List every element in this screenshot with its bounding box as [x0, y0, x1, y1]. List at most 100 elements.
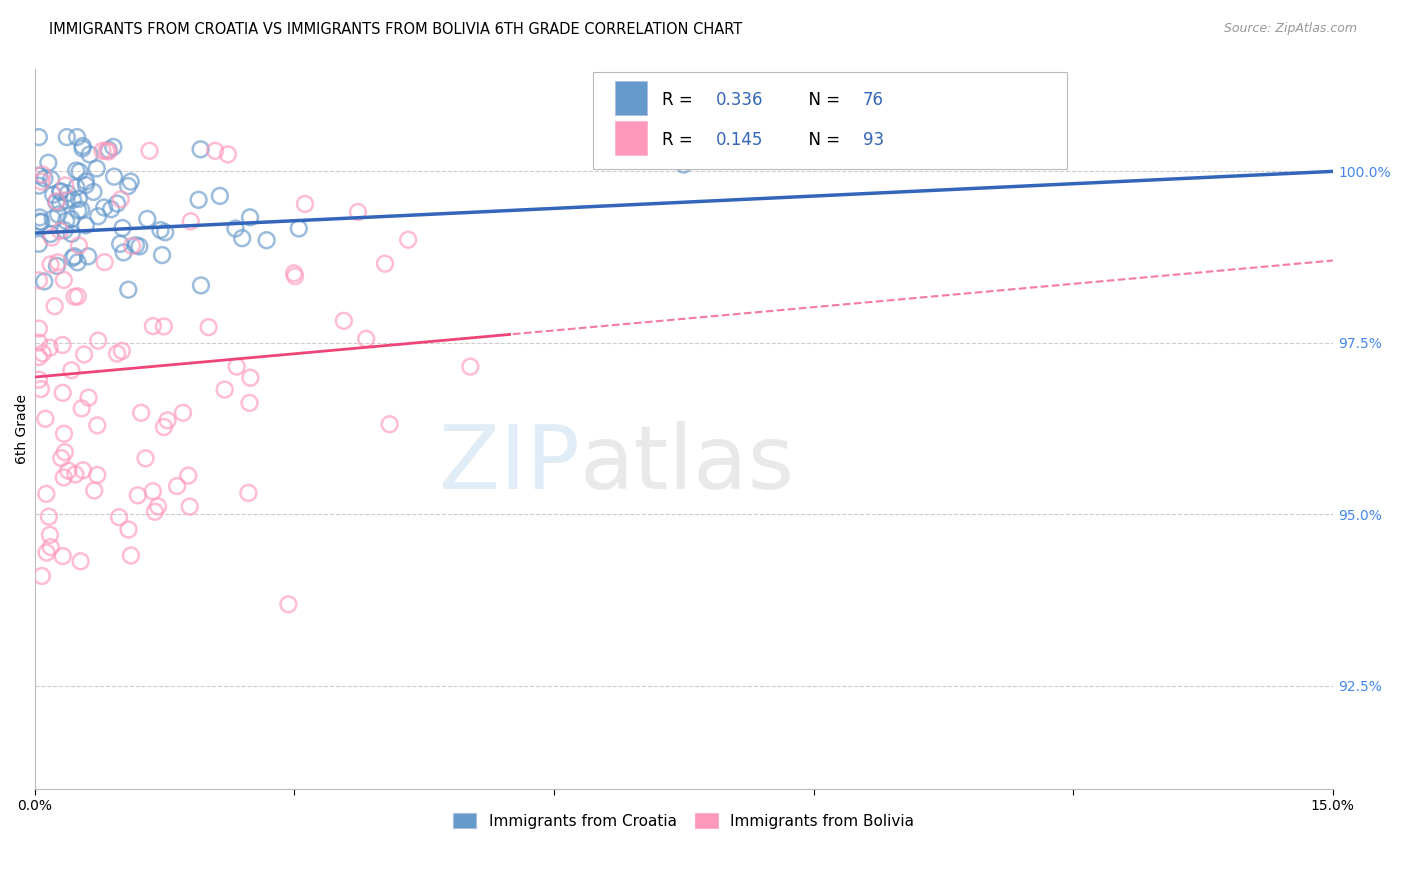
- Point: [208, 189, 231, 203]
- Point: [69, 164, 91, 178]
- Point: [333, 314, 356, 328]
- Point: [108, 236, 131, 251]
- Point: [121, 239, 143, 253]
- Point: [28, 373, 51, 387]
- Legend: Immigrants from Croatia, Immigrants from Bolivia: Immigrants from Croatia, Immigrants from…: [447, 806, 920, 835]
- Point: [31, 168, 53, 182]
- Point: [117, 283, 139, 297]
- Point: [117, 523, 139, 537]
- Point: [65, 180, 87, 194]
- Point: [129, 406, 152, 420]
- Point: [39, 172, 62, 186]
- Text: R =: R =: [662, 131, 697, 149]
- Point: [120, 549, 142, 563]
- Point: [110, 192, 132, 206]
- Point: [39, 528, 62, 542]
- Point: [97, 143, 120, 157]
- Point: [146, 500, 169, 514]
- Point: [177, 468, 200, 483]
- Point: [283, 266, 305, 280]
- Text: IMMIGRANTS FROM CROATIA VS IMMIGRANTS FROM BOLIVIA 6TH GRADE CORRELATION CHART: IMMIGRANTS FROM CROATIA VS IMMIGRANTS FR…: [49, 22, 742, 37]
- Point: [49, 184, 72, 198]
- Point: [28, 130, 51, 145]
- Text: N =: N =: [799, 91, 845, 109]
- Point: [190, 142, 212, 156]
- Point: [35, 487, 58, 501]
- Point: [53, 178, 76, 193]
- Point: [52, 273, 75, 287]
- Point: [105, 346, 128, 360]
- Point: [117, 179, 139, 194]
- Point: [347, 205, 370, 219]
- Point: [28, 169, 51, 183]
- Point: [28, 350, 51, 364]
- Point: [86, 467, 108, 482]
- Point: [52, 470, 75, 484]
- Point: [46, 208, 69, 222]
- Point: [396, 233, 419, 247]
- Point: [153, 420, 176, 434]
- Point: [256, 233, 278, 247]
- Point: [73, 347, 96, 361]
- Point: [46, 255, 69, 269]
- Point: [225, 359, 247, 374]
- Text: R =: R =: [662, 91, 697, 109]
- Point: [72, 141, 94, 155]
- Point: [66, 289, 89, 303]
- Point: [86, 161, 108, 176]
- Point: [238, 396, 260, 410]
- Point: [197, 320, 219, 334]
- Point: [45, 194, 67, 209]
- Point: [378, 417, 401, 432]
- Point: [32, 275, 55, 289]
- Point: [120, 175, 142, 189]
- Point: [56, 130, 79, 145]
- Point: [217, 147, 239, 161]
- Text: 93: 93: [863, 131, 884, 149]
- Point: [67, 203, 90, 218]
- Point: [51, 451, 73, 466]
- Point: [52, 385, 75, 400]
- Point: [70, 202, 93, 217]
- Point: [187, 193, 209, 207]
- Point: [111, 343, 134, 358]
- Point: [354, 332, 377, 346]
- Point: [69, 554, 91, 568]
- Point: [34, 171, 56, 186]
- Point: [91, 144, 114, 158]
- Point: [172, 406, 194, 420]
- Point: [82, 185, 104, 199]
- Point: [63, 249, 86, 263]
- Point: [35, 545, 58, 559]
- Point: [28, 273, 51, 287]
- Point: [60, 211, 83, 226]
- Point: [166, 479, 188, 493]
- Point: [62, 251, 84, 265]
- Point: [294, 197, 316, 211]
- Point: [277, 597, 299, 611]
- Point: [70, 401, 93, 416]
- Point: [66, 255, 89, 269]
- Point: [103, 169, 125, 184]
- Point: [460, 359, 482, 374]
- Point: [44, 299, 66, 313]
- Point: [86, 418, 108, 433]
- Point: [28, 214, 51, 228]
- Point: [60, 227, 83, 241]
- Point: [39, 540, 62, 554]
- Point: [72, 463, 94, 477]
- Point: [39, 227, 62, 241]
- Point: [238, 486, 260, 500]
- Point: [150, 248, 173, 262]
- Point: [100, 202, 122, 217]
- Point: [49, 196, 72, 211]
- Point: [31, 569, 53, 583]
- Point: [135, 451, 157, 466]
- Point: [28, 321, 51, 335]
- Point: [31, 175, 53, 189]
- Point: [288, 221, 311, 235]
- Point: [41, 211, 63, 226]
- Point: [75, 178, 97, 193]
- Point: [34, 411, 56, 425]
- Point: [96, 144, 118, 158]
